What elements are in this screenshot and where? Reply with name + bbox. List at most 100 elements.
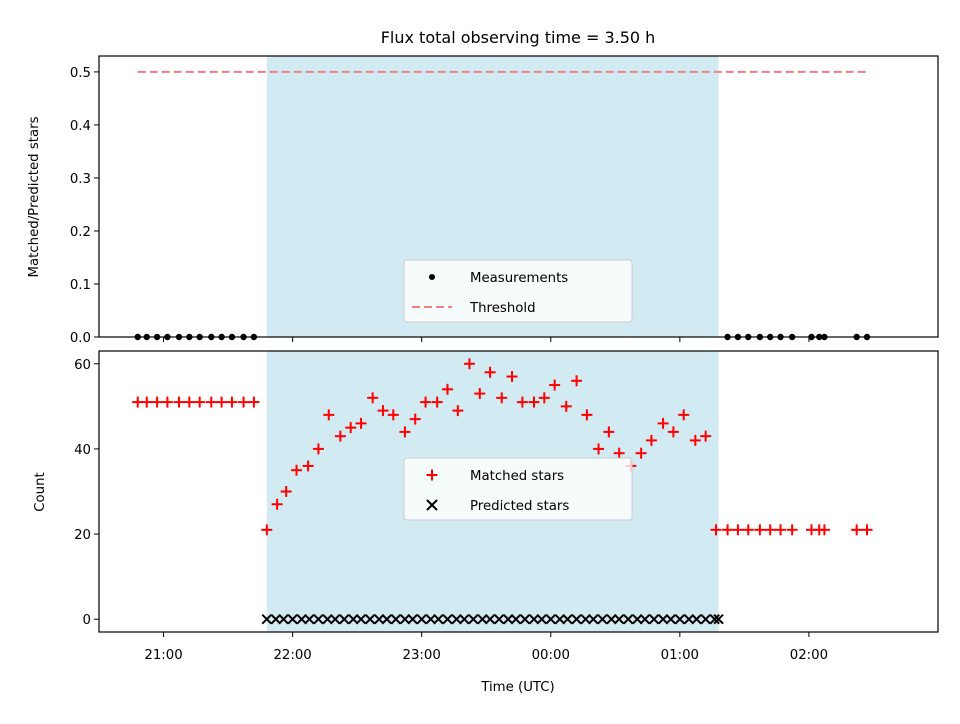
y-tick-label: 0.2	[70, 225, 91, 240]
predicted-star-marker	[536, 614, 547, 625]
legend-label: Predicted stars	[470, 499, 569, 514]
matched-star-marker	[216, 396, 228, 408]
axes-frame	[98, 55, 939, 338]
matched-star-marker	[355, 417, 367, 429]
predicted-star-marker	[296, 614, 307, 625]
predicted-star-marker	[322, 614, 333, 625]
predicted-star-marker	[597, 614, 608, 625]
matched-star-marker	[183, 396, 195, 408]
legend: Matched stars Predicted stars	[403, 457, 633, 521]
matched-star-marker	[689, 434, 701, 446]
matched-star-marker	[387, 409, 399, 421]
matched-star-marker	[151, 396, 163, 408]
marker-stroke-b	[322, 614, 333, 625]
matched-star-marker	[474, 388, 486, 400]
matched-star-marker	[742, 524, 754, 536]
matched-star-marker	[312, 443, 324, 455]
predicted-star-marker	[493, 614, 505, 625]
matched-star-marker	[399, 426, 411, 438]
predicted-star-marker	[313, 614, 324, 625]
y-tick-label: 0.0	[70, 331, 91, 346]
matched-star-marker	[442, 383, 454, 395]
matched-star-marker	[302, 460, 314, 472]
matched-star-marker	[226, 396, 238, 408]
predicted-star-marker	[261, 614, 273, 625]
marker-stroke-b	[313, 614, 324, 625]
marker-stroke-b	[381, 614, 393, 625]
marker-stroke-b	[484, 614, 496, 625]
matched-star-marker	[538, 392, 550, 404]
marker-stroke-b	[416, 614, 427, 625]
matched-star-marker	[593, 443, 605, 455]
matched-star-marker	[764, 524, 776, 536]
marker-stroke-b	[493, 614, 505, 625]
y-tick-label: 0	[83, 613, 91, 628]
predicted-star-marker	[674, 614, 686, 625]
marker-stroke-b	[390, 614, 402, 625]
matched-star-marker	[496, 392, 508, 404]
matched-star-marker	[280, 486, 292, 497]
marker-stroke-b	[459, 614, 470, 625]
y-tick-label: 0.5	[70, 66, 91, 81]
marker-stroke-b	[287, 614, 298, 625]
predicted-star-marker	[425, 614, 436, 625]
matched-star-marker	[516, 396, 528, 408]
x-axis-label: Time (UTC)	[480, 680, 555, 695]
matched-star-marker	[571, 375, 583, 387]
predicted-star-marker	[416, 614, 427, 625]
matched-star-marker	[528, 396, 540, 408]
predicted-star-marker	[562, 614, 573, 625]
x-tick-label: 02:00	[790, 648, 828, 663]
marker-stroke-b	[339, 614, 350, 625]
y-axis-label-top: Matched/Predicted stars	[27, 116, 42, 277]
matched-star-marker	[238, 396, 250, 408]
marker-stroke-b	[304, 614, 315, 625]
matched-star-marker	[290, 464, 302, 476]
marker-stroke-b	[433, 614, 444, 625]
matched-star-marker	[452, 405, 464, 417]
predicted-star-marker	[270, 614, 282, 625]
matched-star-marker	[367, 392, 379, 404]
matched-star-marker	[409, 413, 421, 425]
marker-stroke-b	[674, 614, 686, 625]
x-tick-label: 00:00	[532, 648, 570, 663]
marker-stroke-b	[613, 614, 625, 625]
y-tick-label: 40	[74, 443, 91, 458]
matched-star-marker	[334, 430, 346, 442]
marker-stroke-b	[270, 614, 282, 625]
marker-stroke-b	[519, 614, 531, 625]
predicted-star-marker	[632, 614, 643, 625]
predicted-star-marker	[484, 614, 496, 625]
matched-star-marker	[710, 524, 722, 536]
matched-star-marker	[581, 409, 593, 421]
x-tick-label: 21:00	[144, 648, 182, 663]
legend-label: Threshold	[469, 301, 536, 316]
predicted-star-marker	[528, 614, 540, 625]
marker-stroke-b	[536, 614, 547, 625]
matched-star-marker	[194, 396, 206, 408]
marker-stroke-b	[399, 614, 411, 625]
legend-x-b	[426, 499, 438, 511]
marker-stroke-b	[278, 614, 289, 625]
predicted-star-marker	[709, 614, 720, 625]
predicted-star-marker	[657, 614, 669, 625]
predicted-star-marker	[381, 614, 393, 625]
predicted-star-marker	[683, 614, 695, 625]
legend: Measurements Threshold	[403, 259, 633, 323]
matched-star-marker	[141, 396, 153, 408]
matched-star-marker	[775, 524, 787, 536]
predicted-star-marker	[433, 614, 444, 625]
marker-stroke-b	[373, 614, 385, 625]
matched-star-marker	[635, 447, 647, 459]
matched-star-marker	[271, 498, 283, 510]
predicted-star-marker	[407, 614, 418, 625]
matched-star-marker	[678, 409, 690, 421]
chart-title: Flux total observing time = 3.50 h	[381, 28, 656, 47]
legend-label: Matched stars	[470, 469, 564, 484]
marker-stroke-b	[510, 614, 522, 625]
predicted-star-marker	[665, 614, 677, 625]
y-tick-label: 0.3	[70, 172, 91, 187]
matched-star-marker	[786, 524, 798, 536]
bottom-panel: 0 20 40 60 21:00 22:00 23:00 00:00 01:00 02:00 Mat…	[74, 350, 939, 663]
predicted-star-marker	[519, 614, 531, 625]
